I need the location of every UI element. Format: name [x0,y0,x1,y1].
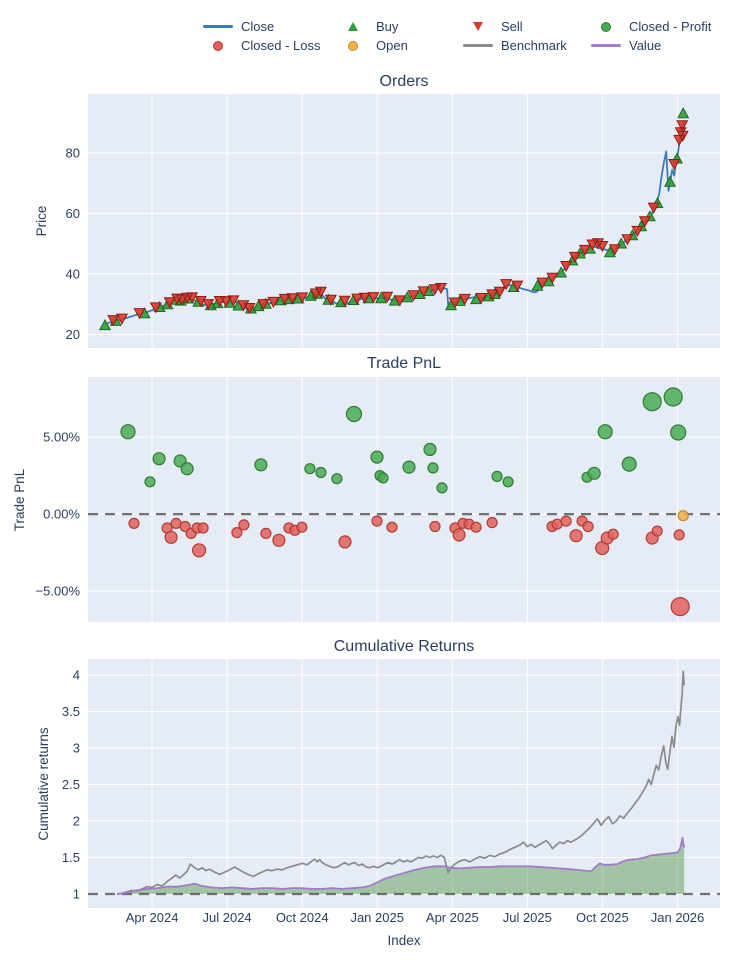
legend-label-closed-profit: Closed - Profit [629,19,712,34]
legend-item-buy[interactable]: Buy [337,17,462,36]
loss-dots[interactable] [128,515,690,617]
open-dot[interactable] [677,510,689,522]
closed-loss-circle-icon [202,40,234,51]
value-line-swatch [590,44,622,47]
gridlines [88,94,720,348]
y-tick-label: 2 [73,814,80,829]
value-fill-area [117,837,685,894]
legend-item-closed-profit[interactable]: Closed - Profit [590,17,750,36]
y-tick-label: 80 [66,145,80,160]
buy-triangle-up-icon [337,22,369,31]
y-tick-label: 3 [73,741,80,756]
cumulative-returns-title: Cumulative Returns [334,638,475,655]
x-tick-label: Jan 2026 [651,910,705,925]
legend-item-value[interactable]: Value [590,36,750,55]
x-tick-label: Apr 2025 [426,910,479,925]
y-tick-label: 5.00% [43,430,80,445]
legend-label-close: Close [241,19,275,34]
legend-label-sell: Sell [501,19,523,34]
legend: Close Buy Sell Closed - Profit Closed - Loss… [202,17,750,55]
index-axis-title: Index [387,933,420,948]
y-tick-label: 4 [73,668,80,683]
open-circle-icon [337,40,369,51]
profit-dots[interactable] [120,387,687,494]
gridlines [88,659,720,908]
legend-item-benchmark[interactable]: Benchmark [462,36,590,55]
legend-label-closed-loss: Closed - Loss [241,38,321,53]
legend-label-value: Value [629,38,662,53]
close-line-swatch [202,25,234,28]
y-tick-label: 2.5 [62,777,80,792]
y-tick-label: −5.00% [36,584,81,599]
legend-item-close[interactable]: Close [202,17,337,36]
y-tick-label: 60 [66,206,80,221]
trade-pnl-chart: 5.00% 0.00% −5.00% Trade PnL Trade PnL [12,355,720,622]
plot-area-1[interactable] [88,377,720,622]
benchmark-line[interactable] [116,670,686,895]
benchmark-line-swatch [462,44,494,47]
price-axis-title: Price [34,206,49,237]
cumulative-returns-axis-title: Cumulative returns [36,727,51,841]
x-tick-label: Oct 2024 [276,910,329,925]
legend-label-benchmark: Benchmark [501,38,567,53]
trade-pnl-title: Trade PnL [367,355,441,372]
x-tick-label: Jul 2024 [203,910,252,925]
legend-label-open: Open [376,38,408,53]
cumulative-returns-chart: 1 1.5 2 2.5 3 3.5 4 Apr 2024 Jul 2024 Oct 2024 Jan… [36,638,720,948]
y-tick-label: 1.5 [62,850,80,865]
plot-area-0[interactable] [88,94,720,348]
orders-chart: 20 40 60 80 Orders Price [34,73,720,348]
legend-item-sell[interactable]: Sell [462,17,590,36]
sell-markers[interactable] [107,120,689,327]
legend-label-buy: Buy [376,19,399,34]
closed-profit-circle-icon [590,21,622,32]
y-tick-label: 3.5 [62,704,80,719]
legend-item-closed-loss[interactable]: Closed - Loss [202,36,337,55]
x-tick-label: Apr 2024 [126,910,179,925]
trade-pnl-axis-title: Trade PnL [12,468,27,531]
x-tick-label: Jul 2025 [503,910,552,925]
x-tick-label: Oct 2025 [576,910,629,925]
x-tick-label: Jan 2025 [350,910,404,925]
value-line[interactable] [116,836,686,895]
legend-item-open[interactable]: Open [337,36,462,55]
y-tick-label: 1 [73,886,80,901]
sell-triangle-down-icon [462,22,494,31]
y-tick-label: 20 [66,327,80,342]
orders-title: Orders [380,73,429,90]
y-tick-label: 0.00% [43,507,80,522]
y-tick-label: 40 [66,266,80,281]
